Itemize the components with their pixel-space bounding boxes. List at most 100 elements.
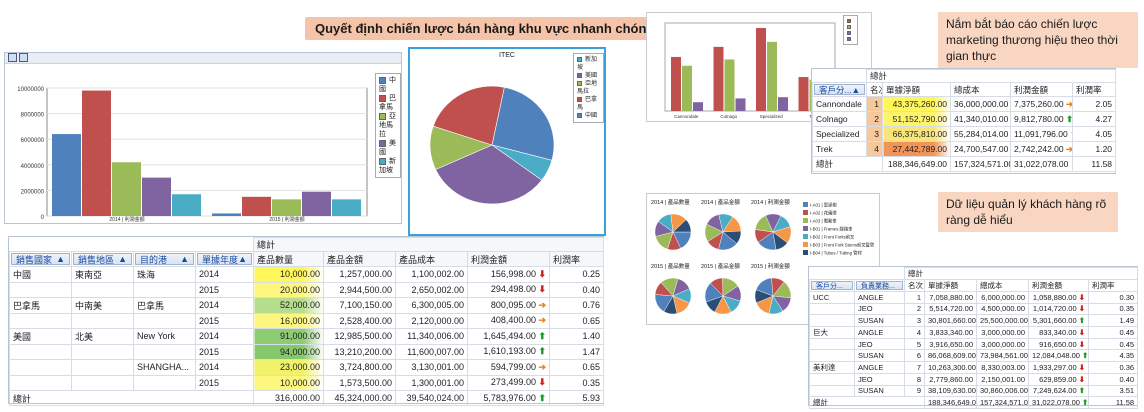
row-port[interactable]	[133, 343, 196, 360]
col-header[interactable]: 產品成本	[395, 251, 468, 267]
row-country[interactable]: 中國	[9, 266, 72, 283]
row-region[interactable]	[71, 359, 134, 376]
row-country[interactable]	[9, 343, 72, 360]
filter-port[interactable]: 目的港 ▲	[135, 253, 194, 265]
col-header[interactable]: 利潤金額	[467, 251, 550, 267]
row-port[interactable]	[133, 312, 196, 329]
bar[interactable]	[693, 102, 703, 111]
bar[interactable]	[735, 98, 746, 111]
filter-customer-group[interactable]: 客戶分... ▲	[814, 84, 865, 95]
filter-sales-rep[interactable]: 負責業務...	[856, 281, 903, 290]
row-brand[interactable]: Trek	[812, 141, 867, 157]
bar[interactable]	[212, 213, 241, 216]
col-header[interactable]: 利潤金額	[1028, 279, 1089, 292]
row-port[interactable]: SHANGHA...	[133, 359, 196, 376]
row-sales-rep[interactable]: SUSAN	[854, 314, 905, 327]
row-port[interactable]: 珠海	[133, 266, 196, 283]
table-row[interactable]: JEO 8 2,779,860.00 2,150,001.00 629,859.00 ⬇…	[809, 372, 1139, 386]
row-port[interactable]	[133, 281, 196, 298]
pie-slice[interactable]	[491, 86, 555, 161]
table-row[interactable]: 美國 北美 New York 2014 91,000.00 12,985,500.00 11…	[9, 328, 605, 345]
filter-customer-group[interactable]: 客戶分...	[811, 281, 853, 290]
pie-slice[interactable]	[435, 144, 543, 205]
row-sales-rep[interactable]: ANGLE	[854, 325, 905, 339]
pie-slice[interactable]	[772, 231, 788, 250]
row-customer-group[interactable]	[809, 372, 855, 386]
col-header[interactable]: 利潤金額	[1010, 82, 1073, 97]
col-header[interactable]: 總成本	[976, 279, 1029, 292]
row-country[interactable]	[9, 359, 72, 376]
table-row[interactable]: Trek 4 27,442,789.00 24,700,547.00 2,742,242…	[812, 141, 1117, 157]
pie-slice[interactable]	[705, 295, 724, 313]
row-customer-group[interactable]	[809, 337, 855, 351]
pie-slice[interactable]	[432, 85, 505, 146]
row-sales-rep[interactable]: JEO	[854, 337, 905, 351]
bar[interactable]	[302, 191, 331, 216]
table-row[interactable]: SUSAN 6 86,068,609.00 73,984,561.00 12,084,0…	[809, 349, 1139, 362]
filter-year[interactable]: 單據年度 ▲	[197, 253, 252, 265]
table-row[interactable]: SUSAN 9 38,109,630.00 30,860,006.00 7,249,62…	[809, 384, 1139, 398]
table-row[interactable]: 2015 10,000.00 1,573,500.00 1,300,001.00 273…	[9, 374, 605, 391]
row-customer-group[interactable]: 美利達	[809, 360, 855, 374]
col-header[interactable]: 利潤率	[1087, 279, 1139, 292]
bar[interactable]	[332, 199, 361, 216]
bar[interactable]	[724, 59, 735, 111]
table-row[interactable]: 巨大 ANGLE 4 3,833,340.00 3,000,000.00 833,340.…	[809, 325, 1139, 339]
row-sales-rep[interactable]: SUSAN	[854, 349, 905, 362]
col-header[interactable]: 產品數量	[253, 251, 324, 267]
pie-slice[interactable]	[663, 295, 678, 315]
export-icon[interactable]	[19, 53, 28, 62]
table-row[interactable]: 巴拿馬 中南美 巴拿馬 2014 52,000.00 7,100,150.00 6,300,…	[9, 297, 605, 314]
row-sales-rep[interactable]: ANGLE	[854, 360, 905, 374]
pie-slice[interactable]	[722, 230, 742, 244]
row-customer-group[interactable]	[809, 314, 855, 327]
row-sales-rep[interactable]: SUSAN	[854, 384, 905, 398]
row-country[interactable]	[9, 281, 72, 298]
col-header[interactable]: 利潤率	[548, 251, 605, 267]
bar[interactable]	[172, 194, 201, 216]
bar[interactable]	[798, 77, 809, 111]
table-row[interactable]: Cannondale 1 43,375,260.00 36,000,000.00 7,3…	[812, 96, 1117, 112]
row-customer-group[interactable]	[809, 349, 855, 362]
col-header[interactable]: 產品金額	[323, 251, 396, 267]
bar[interactable]	[713, 46, 724, 112]
row-sales-rep[interactable]: JEO	[854, 372, 905, 386]
pie-slice[interactable]	[672, 219, 692, 233]
row-region[interactable]: 東南亞	[71, 266, 134, 283]
filter-country[interactable]: 銷售國家 ▲	[11, 253, 70, 265]
row-customer-group[interactable]: 巨大	[809, 325, 855, 339]
row-country[interactable]	[9, 374, 72, 391]
row-brand[interactable]: Colnago	[812, 111, 867, 127]
row-port[interactable]: New York	[133, 328, 196, 345]
row-region[interactable]	[71, 374, 134, 391]
col-header[interactable]: 總成本	[950, 82, 1011, 97]
filter-region[interactable]: 銷售地區 ▲	[73, 253, 132, 265]
bar[interactable]	[112, 162, 141, 216]
row-region[interactable]	[71, 281, 134, 298]
row-country[interactable]: 美國	[9, 328, 72, 345]
table-row[interactable]: SUSAN 3 30,801,660.00 25,500,000.00 5,301,66…	[809, 314, 1139, 327]
bar[interactable]	[682, 65, 692, 111]
bar[interactable]	[142, 177, 171, 216]
row-sales-rep[interactable]: ANGLE	[854, 291, 905, 304]
row-customer-group[interactable]	[809, 302, 855, 316]
table-row[interactable]: 2015 16,000.00 2,528,400.00 2,120,000.00 408…	[9, 312, 605, 329]
row-region[interactable]: 北美	[71, 328, 134, 345]
col-header[interactable]: 單據淨額	[924, 279, 977, 292]
table-row[interactable]: SHANGHA... 2014 23,000.00 3,724,800.00 3,130…	[9, 359, 605, 376]
col-header[interactable]: 名次	[904, 279, 925, 292]
row-region[interactable]: 中南美	[71, 297, 134, 314]
table-row[interactable]: 2015 20,000.00 2,944,500.00 2,650,002.00 294…	[9, 281, 605, 298]
col-header[interactable]: 利潤率	[1071, 82, 1117, 97]
table-row[interactable]: Specialized 3 66,375,810.00 55,284,014.00 11…	[812, 126, 1117, 142]
bar[interactable]	[242, 196, 271, 216]
table-row[interactable]: JEO 5 3,916,650.00 3,000,000.00 916,650.00 ⬇…	[809, 337, 1139, 351]
row-port[interactable]	[133, 374, 196, 391]
pie-slice[interactable]	[754, 289, 774, 304]
bar-chart-icon[interactable]	[8, 53, 17, 62]
row-customer-group[interactable]: UCC	[809, 291, 855, 304]
bar[interactable]	[82, 90, 111, 216]
bar[interactable]	[756, 28, 766, 111]
col-header[interactable]: 名次	[866, 82, 883, 97]
row-brand[interactable]: Specialized	[812, 126, 867, 142]
